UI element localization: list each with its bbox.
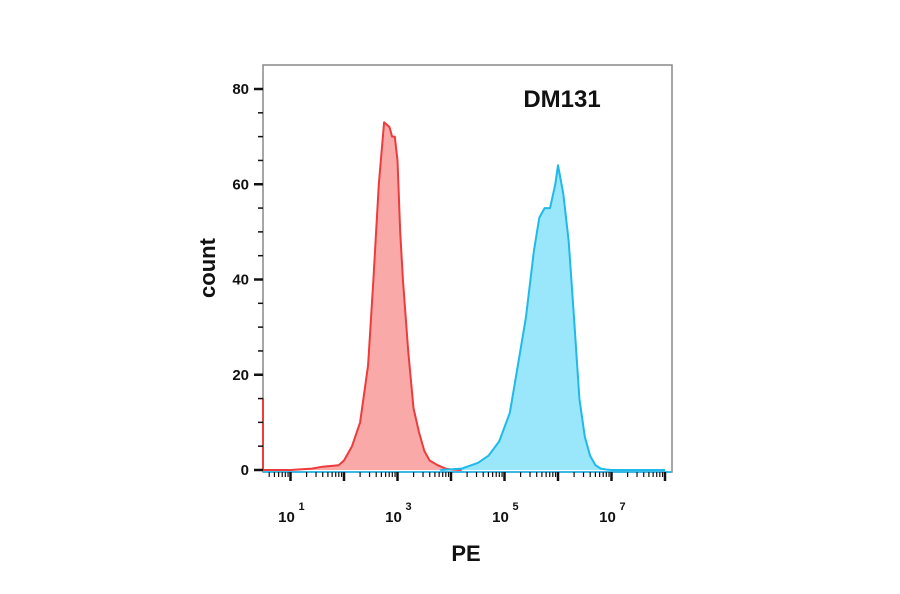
series-fill-0 (263, 122, 462, 471)
series-line-0 (262, 121, 462, 471)
y-tick-label: 0 (241, 462, 249, 479)
x-tick-exponent: 7 (619, 501, 625, 513)
x-tick-label: 10 (492, 509, 509, 526)
plot-frame (262, 64, 673, 473)
y-tick-label: 40 (232, 272, 249, 289)
y-tick-label: 20 (232, 367, 249, 384)
series-fill-1 (440, 165, 665, 470)
y-axis: 0 20 40 60 80 (232, 81, 263, 479)
x-axis-title: PE (451, 541, 480, 566)
x-tick-exponent: 5 (512, 501, 518, 513)
x-tick-label: 10 (599, 509, 616, 526)
x-tick-label: 10 (385, 509, 402, 526)
y-tick-label: 60 (232, 176, 249, 193)
x-tick-label: 10 (278, 509, 295, 526)
series-line-1 (440, 164, 665, 471)
histogram-fills (263, 122, 665, 471)
x-tick-exponent: 1 (298, 501, 304, 513)
y-tick-label: 80 (232, 81, 249, 98)
y-axis-title: count (195, 237, 220, 298)
histogram-lines (262, 121, 665, 471)
chart-title: DM131 (523, 86, 600, 113)
x-tick-exponent: 3 (405, 501, 411, 513)
